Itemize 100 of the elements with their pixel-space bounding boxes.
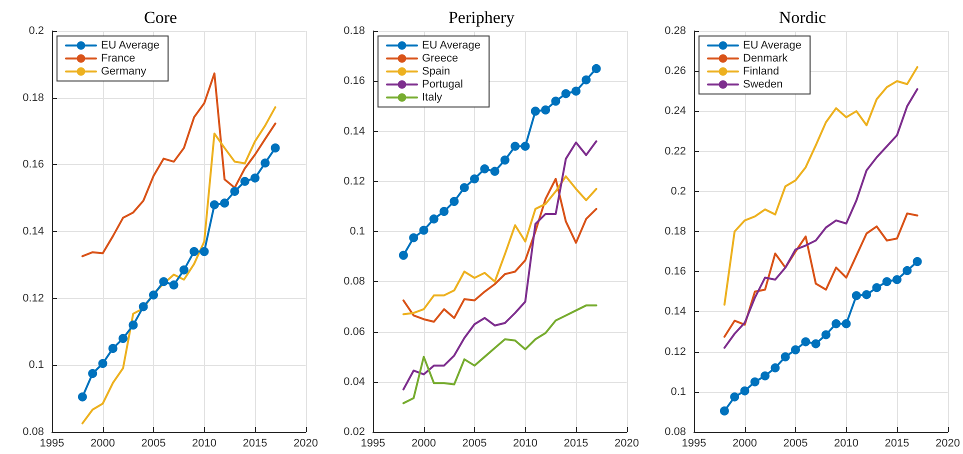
chart-title: Periphery (448, 8, 516, 27)
legend-label: Italy (422, 92, 443, 104)
line-series (723, 212, 918, 338)
point (912, 257, 922, 266)
point (500, 156, 510, 165)
y-tick-label: 0.08 (664, 426, 686, 438)
point (530, 106, 540, 116)
legend-label: Germany (101, 66, 147, 78)
point (892, 275, 902, 284)
y-tick-label: 0.06 (344, 326, 365, 338)
point (88, 369, 98, 378)
x-tick-label: 2020 (614, 438, 640, 450)
point (480, 164, 490, 174)
line-series (402, 140, 598, 390)
point (118, 334, 128, 343)
x-tick-label: 1995 (40, 438, 64, 450)
x-tick-label: 2015 (242, 438, 268, 450)
point (720, 406, 729, 416)
point (409, 233, 418, 242)
point (730, 392, 740, 402)
legend-label: Denmark (743, 52, 788, 64)
legend-label: Greece (422, 52, 458, 64)
y-tick-label: 0.22 (664, 145, 686, 158)
y-tick-label: 0.1 (350, 226, 365, 238)
point (179, 265, 188, 274)
x-tick-label: 2000 (90, 438, 115, 450)
point (520, 142, 530, 151)
point (470, 174, 480, 184)
y-tick-label: 0.28 (664, 25, 686, 37)
line-series (723, 66, 918, 306)
point (592, 64, 601, 74)
point (510, 142, 520, 151)
point (740, 386, 750, 396)
y-tick-label: 0.18 (344, 25, 365, 37)
point (801, 337, 810, 346)
point (902, 266, 912, 276)
point (138, 302, 148, 312)
legend-label: Sweden (743, 78, 783, 90)
point (852, 291, 861, 300)
x-tick-label: 1995 (360, 438, 386, 450)
point (419, 226, 428, 235)
y-tick-label: 0.02 (344, 426, 365, 438)
x-tick-label: 2005 (462, 438, 487, 450)
point (240, 176, 250, 186)
legend-label: Finland (743, 66, 780, 78)
y-tick-label: 0.2 (28, 25, 44, 37)
point (780, 352, 790, 362)
y-tick-label: 0.12 (344, 175, 365, 188)
point (770, 363, 780, 372)
x-tick-label: 2005 (141, 438, 166, 450)
y-tick-label: 0.16 (344, 75, 365, 88)
point (108, 344, 118, 353)
y-tick-label: 0.12 (664, 346, 686, 358)
x-tick-label: 2000 (412, 438, 436, 450)
x-tick-label: 2020 (294, 438, 318, 450)
chart-title: Nordic (778, 8, 827, 27)
x-tick-label: 2015 (564, 438, 588, 450)
point (270, 143, 280, 152)
point (821, 330, 830, 340)
point (220, 198, 230, 208)
legend-label: France (101, 52, 136, 64)
point (250, 174, 260, 183)
line-series (81, 106, 276, 424)
point (791, 345, 800, 354)
x-tick-label: 2010 (192, 438, 216, 450)
x-tick-label: 2020 (936, 438, 960, 450)
x-tick-label: 2015 (884, 438, 910, 450)
y-tick-label: 0.2 (670, 185, 686, 198)
point (882, 277, 892, 286)
point (842, 319, 851, 328)
point (460, 183, 469, 192)
point (230, 186, 240, 196)
point (128, 320, 138, 330)
y-tick-label: 0.08 (344, 276, 365, 288)
point (398, 250, 408, 260)
y-tick-label: 0.14 (344, 125, 365, 138)
x-tick-label: 1995 (682, 438, 706, 450)
point (429, 214, 438, 224)
y-tick-label: 0.24 (664, 105, 686, 118)
point (450, 196, 459, 206)
point (561, 89, 570, 98)
legend-label: Spain (422, 66, 450, 78)
y-tick-label: 0.26 (664, 65, 686, 78)
point (582, 75, 591, 84)
line-series (723, 88, 918, 349)
y-tick-label: 0.08 (22, 426, 44, 438)
legend-label: Portugal (422, 78, 463, 90)
x-tick-label: 2010 (834, 438, 858, 450)
x-tick-label: 2000 (732, 438, 757, 450)
y-tick-label: 0.12 (22, 292, 44, 304)
point (832, 319, 841, 328)
line-series (402, 304, 598, 404)
y-tick-label: 0.04 (344, 376, 365, 388)
point (551, 96, 560, 106)
legend-label: EU Average (422, 40, 481, 52)
point (862, 290, 872, 300)
point (98, 358, 108, 368)
y-tick-label: 0.14 (22, 226, 44, 238)
point (572, 86, 581, 96)
point (190, 247, 199, 256)
